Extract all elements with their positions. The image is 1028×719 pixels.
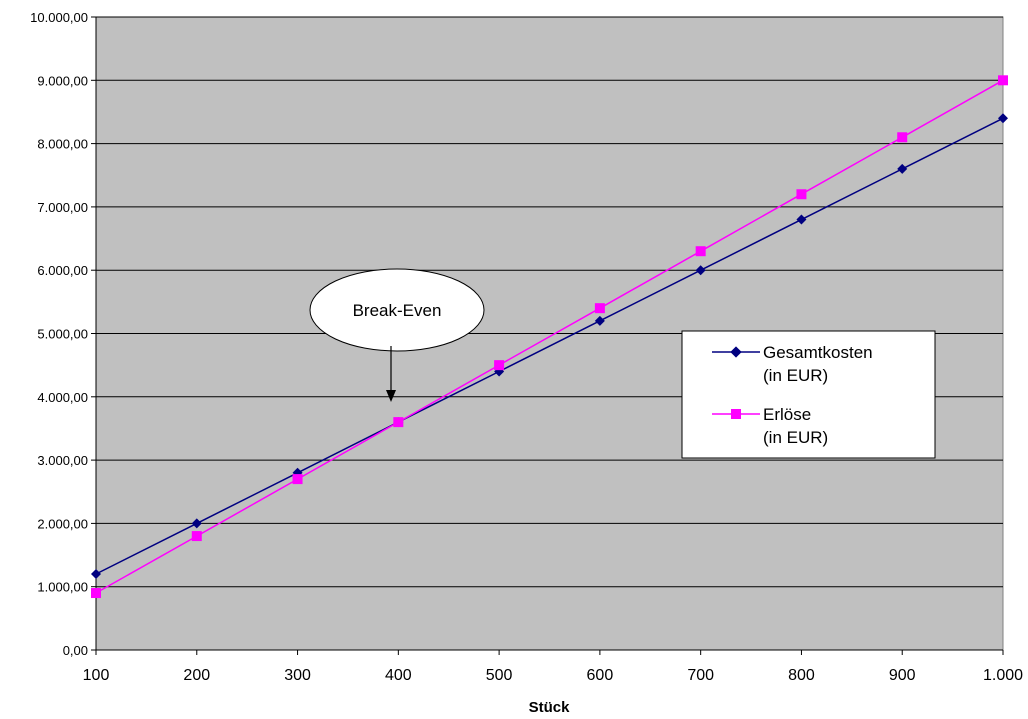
legend-label-erloese-1: Erlöse	[763, 405, 811, 424]
legend-label-gesamtkosten-2: (in EUR)	[763, 366, 828, 385]
legend-label-gesamtkosten-1: Gesamtkosten	[763, 343, 873, 362]
legend-item-gesamtkosten: Gesamtkosten (in EUR)	[712, 343, 873, 385]
data-point	[91, 588, 101, 599]
data-point	[494, 360, 505, 371]
data-point	[897, 163, 908, 174]
x-tick-label: 100	[83, 667, 110, 684]
data-point	[998, 113, 1008, 124]
x-tick-label: 800	[788, 667, 815, 684]
break-even-arrow-head	[386, 390, 396, 402]
data-point	[695, 265, 706, 276]
legend-label-erloese-2: (in EUR)	[763, 428, 828, 447]
data-point	[191, 531, 202, 542]
data-point	[292, 474, 303, 485]
break-even-callout: Break-Even	[309, 268, 485, 402]
series-layer	[91, 75, 1008, 599]
y-tick-label: 1.000,00	[37, 580, 88, 595]
legend: Gesamtkosten (in EUR) Erlöse (in EUR)	[681, 330, 936, 459]
x-tick-label: 400	[385, 667, 412, 684]
legend-marker-erloese	[731, 409, 741, 419]
x-axis-title: Stück	[529, 699, 571, 716]
break-even-bubble	[309, 268, 485, 352]
data-point	[695, 246, 706, 257]
series-line	[95, 79, 1004, 594]
x-tick-label: 600	[587, 667, 614, 684]
break-even-label: Break-Even	[353, 301, 442, 320]
data-point	[393, 417, 404, 428]
series-line	[95, 117, 1004, 575]
y-tick-label: 3.000,00	[37, 453, 88, 468]
x-tick-label: 1.000	[983, 667, 1023, 684]
x-tick-label: 700	[687, 667, 714, 684]
y-tick-label: 8.000,00	[37, 137, 88, 152]
legend-marker-gesamtkosten	[730, 346, 742, 358]
x-axis-ticks: 100 200 300 400 500 600 700 800 900 1.000	[83, 650, 1023, 684]
data-point	[91, 569, 101, 580]
y-axis-ticks: 0,00 1.000,00 2.000,00 3.000,00 4.000,00 5.00…	[30, 10, 96, 658]
data-point	[191, 518, 202, 529]
y-tick-label: 10.000,00	[30, 10, 88, 25]
data-point	[594, 315, 605, 326]
data-point	[796, 189, 807, 200]
x-tick-label: 300	[284, 667, 311, 684]
y-tick-label: 5.000,00	[37, 327, 88, 342]
data-point	[897, 132, 908, 143]
series-1	[91, 75, 1008, 599]
y-tick-label: 4.000,00	[37, 390, 88, 405]
y-tick-label: 6.000,00	[37, 263, 88, 278]
data-point	[594, 303, 605, 314]
legend-item-erloese: Erlöse (in EUR)	[712, 405, 828, 447]
y-tick-label: 7.000,00	[37, 200, 88, 215]
x-tick-label: 900	[889, 667, 916, 684]
y-tick-label: 0,00	[63, 643, 88, 658]
data-point	[998, 75, 1008, 86]
data-point	[796, 214, 807, 225]
x-tick-label: 200	[183, 667, 210, 684]
y-tick-label: 9.000,00	[37, 73, 88, 88]
x-tick-label: 500	[486, 667, 513, 684]
y-tick-label: 2.000,00	[37, 516, 88, 531]
gridlines	[96, 16, 1003, 588]
